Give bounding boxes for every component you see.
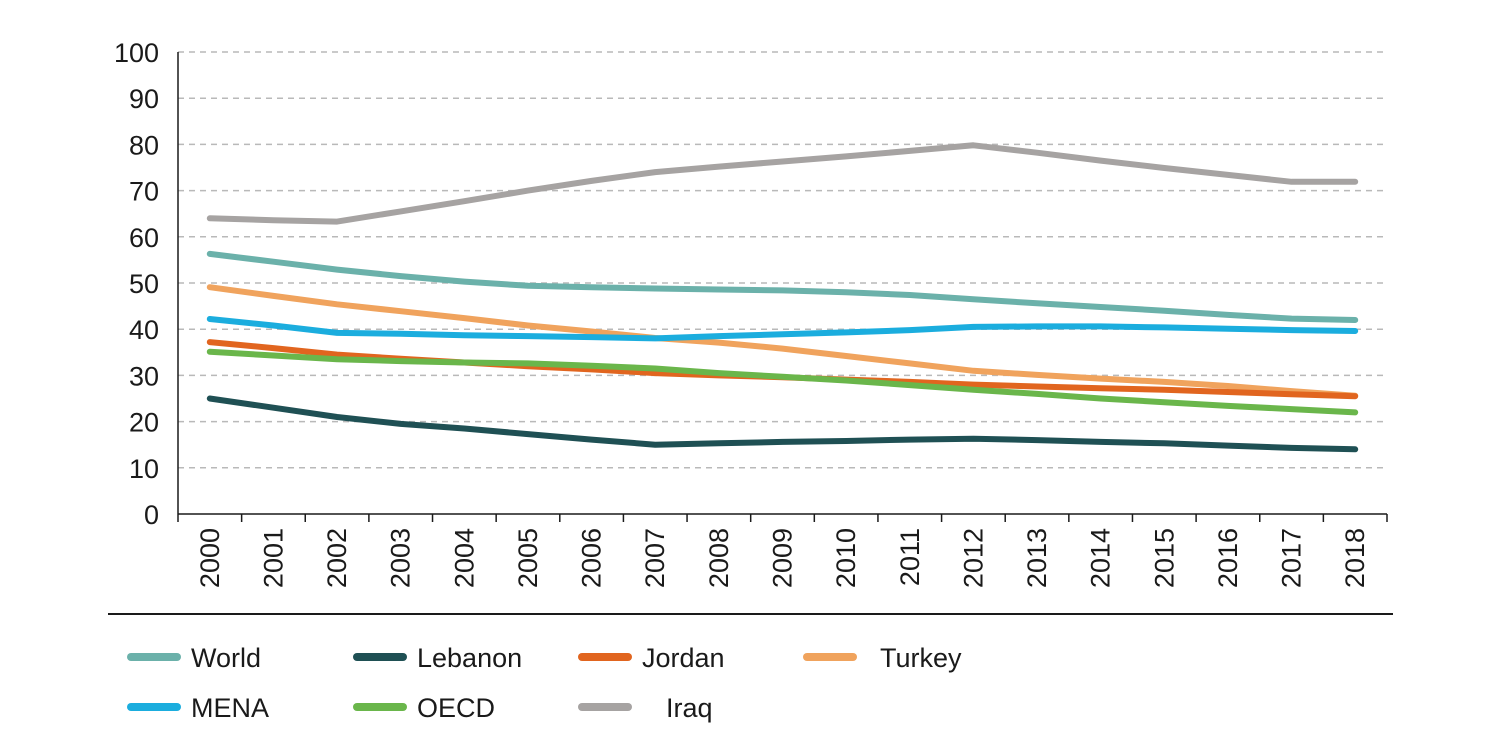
x-tick-label: 2003 (386, 528, 416, 588)
y-tick-label: 80 (129, 130, 159, 160)
y-tick-label: 30 (129, 361, 159, 391)
y-tick-label: 60 (129, 223, 159, 253)
legend-label: Lebanon (417, 643, 522, 673)
x-tick-label: 2012 (958, 528, 988, 588)
series-line-lebanon (206, 395, 1359, 453)
y-tick-label: 20 (129, 408, 159, 438)
series-line-world (206, 250, 1359, 323)
y-tick-label: 100 (114, 38, 159, 68)
x-tick-label: 2007 (640, 528, 670, 588)
x-tick-label: 2009 (768, 528, 798, 588)
x-tick-label: 2014 (1086, 528, 1116, 588)
legend: World Lebanon Jordan Turkey MENA OECD Iraq (127, 643, 962, 723)
series-line-mena (206, 316, 1359, 342)
y-axis-tick-labels: 0 10 20 30 40 50 60 70 80 90 100 (114, 38, 159, 530)
x-axis-tick-labels: 2000 2001 2002 2003 2004 2005 2006 2007 2008 2009… (195, 528, 1370, 588)
series-line-oecd (206, 348, 1359, 416)
series-line-iraq (206, 142, 1359, 225)
legend-label: Iraq (666, 693, 713, 723)
x-tick-label: 2016 (1213, 528, 1243, 588)
legend-item-mena: MENA (127, 693, 269, 723)
legend-item-lebanon: Lebanon (353, 643, 522, 673)
x-tick-label: 2005 (513, 528, 543, 588)
legend-label: World (191, 643, 261, 673)
x-tick-label: 2011 (895, 528, 925, 586)
legend-item-iraq: Iraq (578, 693, 713, 723)
x-tick-label: 2015 (1149, 528, 1179, 588)
series-lines (206, 142, 1359, 453)
x-tick-label: 2008 (704, 528, 734, 588)
x-tick-label: 2018 (1340, 528, 1370, 588)
legend-item-oecd: OECD (353, 693, 495, 723)
x-tick-label: 2004 (449, 528, 479, 588)
x-tick-label: 2010 (831, 528, 861, 588)
y-tick-label: 90 (129, 84, 159, 114)
legend-item-world: World (127, 643, 261, 673)
legend-label: MENA (191, 693, 269, 723)
legend-item-jordan: Jordan (578, 643, 725, 673)
x-tick-label: 2006 (577, 528, 607, 588)
legend-label: Turkey (880, 643, 962, 673)
y-tick-label: 40 (129, 315, 159, 345)
legend-item-turkey: Turkey (803, 643, 962, 673)
x-tick-label: 2001 (258, 528, 288, 588)
y-tick-label: 70 (129, 177, 159, 207)
legend-label: Jordan (642, 643, 725, 673)
y-tick-label: 0 (144, 500, 159, 530)
x-tick-label: 2013 (1022, 528, 1052, 588)
x-tick-label: 2000 (195, 528, 225, 588)
y-tick-label: 50 (129, 269, 159, 299)
series-line-turkey (206, 284, 1359, 399)
y-tick-label: 10 (129, 454, 159, 484)
x-tick-label: 2002 (322, 528, 352, 588)
x-tick-label: 2017 (1277, 528, 1307, 588)
legend-label: OECD (417, 693, 495, 723)
axes (177, 52, 1388, 522)
